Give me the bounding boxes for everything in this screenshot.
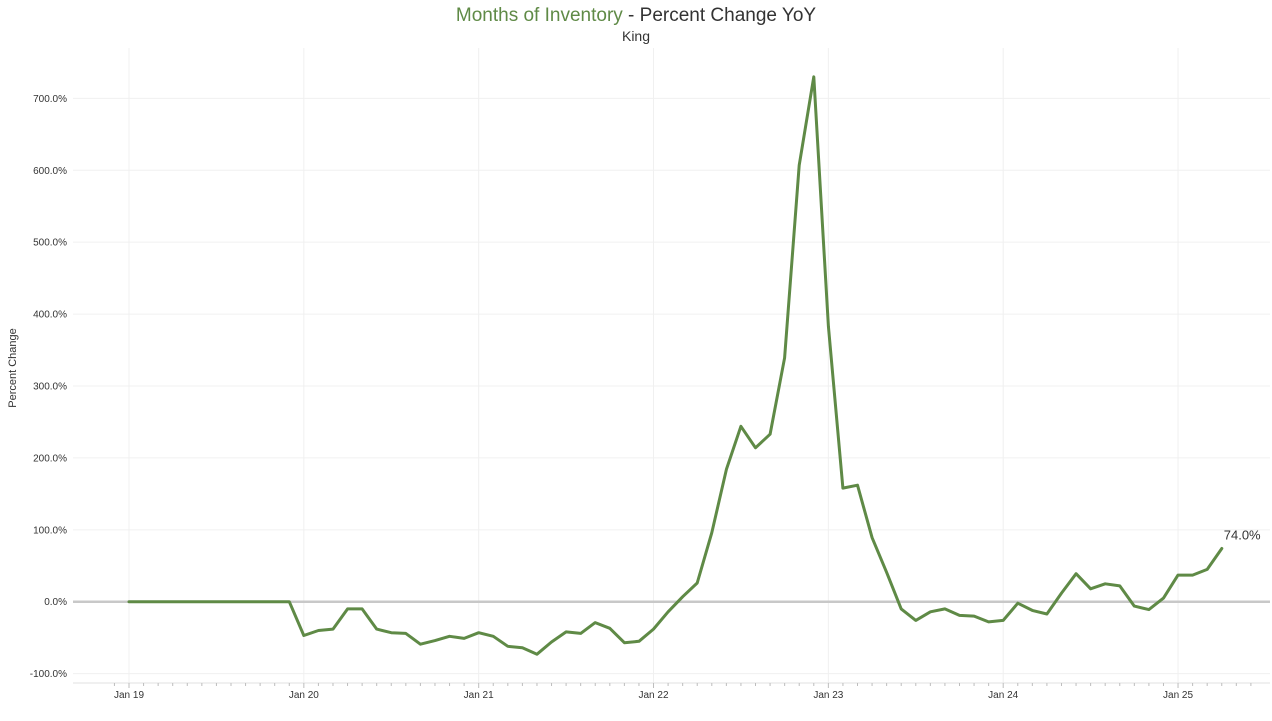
x-tick-label: Jan 22 — [639, 690, 669, 701]
series-layer — [127, 75, 1224, 656]
x-tick-label: Jan 25 — [1163, 690, 1193, 701]
chart-subtitle: King — [621, 28, 651, 44]
x-tick-label: Jan 21 — [464, 690, 494, 701]
chart-title-block: Months of Inventory - Percent Change YoY… — [0, 4, 1272, 44]
y-tick-label: 300.0% — [33, 381, 67, 392]
x-tick-label: Jan 20 — [289, 690, 319, 701]
label-layer: 74.0% — [1224, 528, 1261, 543]
y-tick-label: 600.0% — [33, 166, 67, 177]
y-tick-label: 200.0% — [33, 453, 67, 464]
chart-title-highlight: Months of Inventory — [455, 5, 623, 26]
x-tick-label: Jan 24 — [988, 690, 1018, 701]
x-tick-label: Jan 19 — [114, 690, 144, 701]
y-tick-label: 100.0% — [33, 525, 67, 536]
series-line — [127, 75, 1224, 656]
y-tick-label: 400.0% — [33, 310, 67, 321]
chart-title-rest: - Percent Change YoY — [622, 5, 817, 26]
y-tick-label: 500.0% — [33, 238, 67, 249]
end-value-label: 74.0% — [1224, 528, 1261, 543]
x-tick-label: Jan 23 — [813, 690, 843, 701]
y-tick-label: -100.0% — [30, 669, 67, 680]
axis-layer: -100.0% 0.0% 100.0% 200.0% 300.0% 400.0% 500.0… — [30, 94, 1270, 701]
chart-title: Months of Inventory - Percent Change YoY — [0, 4, 1272, 28]
y-tick-label: 700.0% — [33, 94, 67, 105]
y-tick-label: 0.0% — [44, 597, 67, 608]
